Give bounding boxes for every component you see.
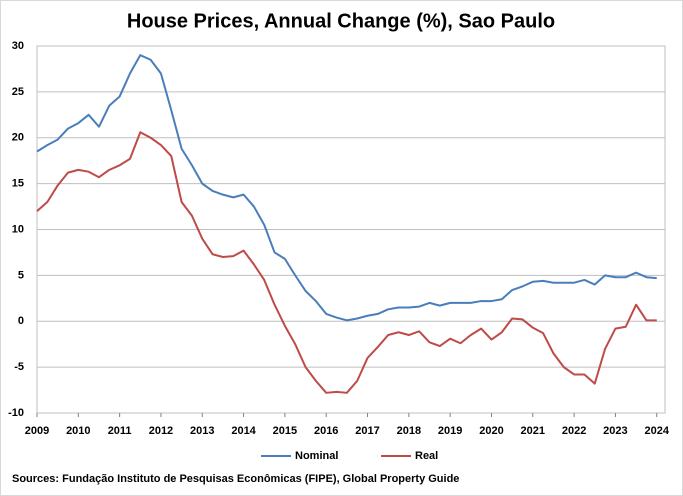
x-tick-label: 2012 bbox=[149, 425, 173, 437]
y-tick-label: 25 bbox=[12, 86, 24, 98]
y-tick-label: 15 bbox=[12, 178, 24, 190]
x-tick-label: 2016 bbox=[314, 425, 338, 437]
x-tick-label: 2015 bbox=[273, 425, 297, 437]
y-tick-label: -10 bbox=[8, 407, 24, 419]
y-tick-label: 5 bbox=[18, 269, 24, 281]
x-tick-label: 2020 bbox=[479, 425, 503, 437]
x-tick-label: 2009 bbox=[25, 425, 49, 437]
x-tick-label: 2018 bbox=[397, 425, 421, 437]
chart-title: House Prices, Annual Change (%), Sao Pau… bbox=[127, 10, 555, 32]
plot-border bbox=[36, 45, 666, 414]
x-tick-label: 2022 bbox=[562, 425, 586, 437]
legend-label: Nominal bbox=[295, 450, 338, 462]
y-tick-label: 30 bbox=[12, 40, 24, 52]
x-tick-label: 2021 bbox=[521, 425, 545, 437]
source-note: Sources: Fundação Instituto de Pesquisas… bbox=[12, 473, 459, 485]
x-tick-label: 2024 bbox=[644, 425, 669, 437]
x-tick-label: 2017 bbox=[355, 425, 379, 437]
x-tick-label: 2014 bbox=[231, 425, 256, 437]
x-tick-label: 2013 bbox=[190, 425, 214, 437]
x-tick-label: 2010 bbox=[66, 425, 90, 437]
x-tick-label: 2019 bbox=[438, 425, 462, 437]
x-tick-label: 2023 bbox=[603, 425, 627, 437]
y-tick-label: 20 bbox=[12, 132, 24, 144]
series-line bbox=[36, 54, 657, 322]
series-line bbox=[36, 131, 657, 394]
y-tick-label: -5 bbox=[14, 361, 24, 373]
y-tick-label: 10 bbox=[12, 223, 24, 235]
x-tick-label: 2011 bbox=[108, 425, 132, 437]
legend-label: Real bbox=[415, 450, 438, 462]
y-tick-label: 0 bbox=[18, 315, 24, 327]
